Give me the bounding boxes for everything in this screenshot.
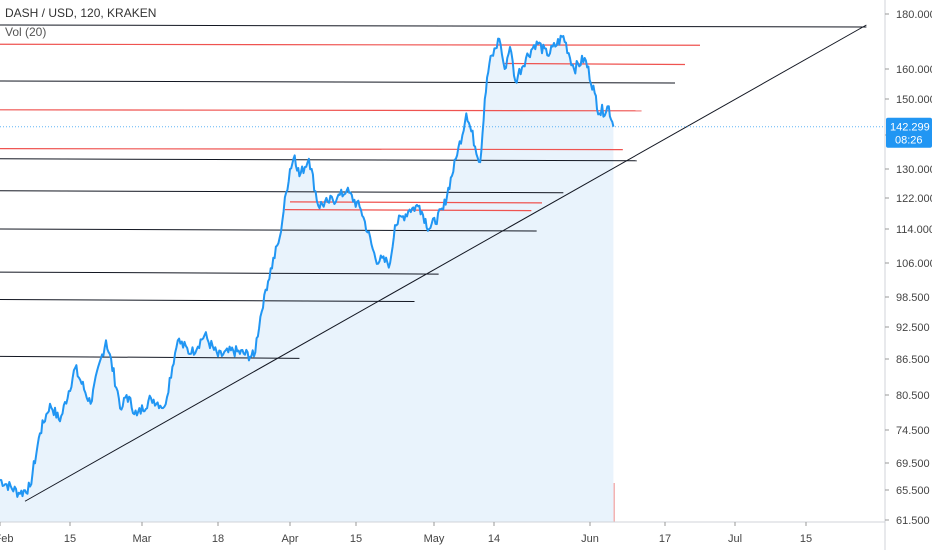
x-tick-label: May bbox=[424, 533, 445, 545]
y-tick-label: 86.500 bbox=[896, 354, 930, 366]
current-price-label: 142.299 bbox=[890, 122, 930, 134]
resistance-line[interactable] bbox=[0, 109, 642, 112]
resistance-line[interactable] bbox=[504, 62, 686, 66]
y-tick-label: 69.500 bbox=[896, 458, 930, 470]
resistance-line[interactable] bbox=[289, 201, 543, 204]
support-line[interactable] bbox=[0, 299, 415, 302]
x-tick-label: 14 bbox=[488, 533, 500, 545]
drawing-annotations bbox=[0, 24, 885, 502]
price-area-fill bbox=[0, 35, 614, 522]
x-tick-label: 17 bbox=[659, 533, 671, 545]
support-line[interactable] bbox=[0, 228, 537, 232]
y-tick-label: 122.000 bbox=[896, 193, 932, 205]
support-line[interactable] bbox=[0, 158, 637, 162]
x-tick-label: Apr bbox=[281, 533, 298, 545]
current-price-tag bbox=[886, 117, 932, 148]
volume-bar bbox=[613, 483, 615, 522]
support-line[interactable] bbox=[0, 80, 676, 84]
y-tick-label: 150.000 bbox=[896, 94, 932, 106]
y-tick-label: 130.000 bbox=[896, 164, 932, 176]
y-tick-label: 114.000 bbox=[896, 224, 932, 236]
bar-countdown-label: 08:26 bbox=[895, 135, 923, 147]
y-tick-label: 106.000 bbox=[896, 258, 932, 270]
resistance-line[interactable] bbox=[0, 148, 623, 151]
support-line[interactable] bbox=[0, 190, 564, 194]
y-tick-label: 98.500 bbox=[896, 292, 930, 304]
resistance-line[interactable] bbox=[0, 43, 701, 46]
x-tick-label: Mar bbox=[133, 533, 152, 545]
support-line[interactable] bbox=[0, 24, 867, 28]
x-tick-label: 15 bbox=[350, 533, 362, 545]
volume-indicator-label[interactable]: Vol (20) bbox=[5, 25, 47, 39]
y-tick-label: 65.500 bbox=[896, 485, 930, 497]
x-tick-label: Feb bbox=[0, 533, 13, 545]
x-tick-label: 15 bbox=[800, 533, 812, 545]
ascending-trendline[interactable] bbox=[24, 24, 867, 502]
x-tick-label: 15 bbox=[64, 533, 76, 545]
x-tick-label: 18 bbox=[212, 533, 224, 545]
y-tick-label: 160.000 bbox=[896, 64, 932, 76]
y-tick-label: 180.000 bbox=[896, 9, 932, 21]
price-line bbox=[0, 34, 615, 498]
price-area bbox=[0, 35, 614, 522]
symbol-title[interactable]: DASH / USD, 120, KRAKEN bbox=[5, 6, 157, 20]
y-tick-label: 80.500 bbox=[896, 390, 930, 402]
y-tick-label: 92.500 bbox=[896, 322, 930, 334]
x-tick-label: Jun bbox=[581, 533, 599, 545]
price-series bbox=[0, 34, 615, 498]
y-tick-label: 74.500 bbox=[896, 425, 930, 437]
support-line[interactable] bbox=[0, 271, 439, 275]
y-tick-label: 61.500 bbox=[896, 515, 930, 527]
x-tick-label: Jul bbox=[728, 533, 742, 545]
